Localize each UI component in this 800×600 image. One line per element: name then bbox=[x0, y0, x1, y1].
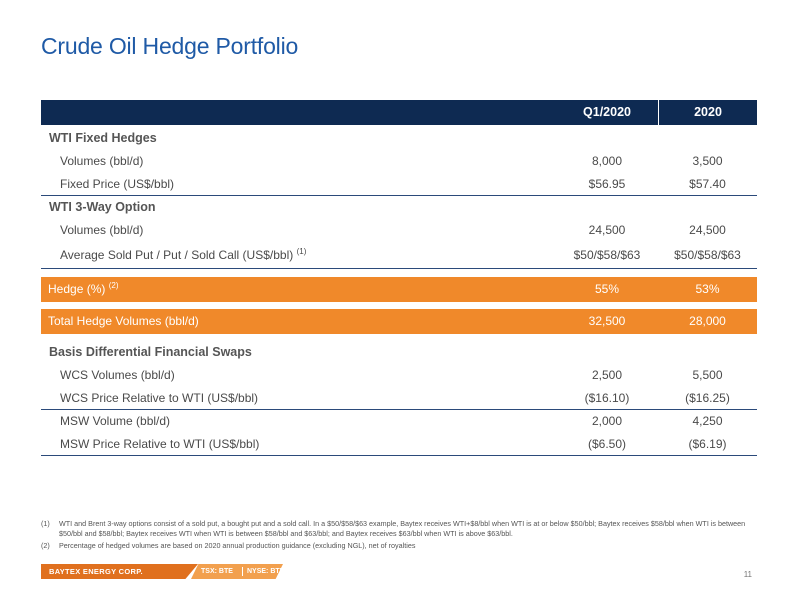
table-row: MSW Volume (bbl/d) 2,000 4,250 bbox=[60, 414, 723, 428]
hedge-table: Q1/2020 2020 WTI Fixed Hedges Volumes (b… bbox=[41, 100, 757, 456]
hedge-percent-row: Hedge (%) (2) 55% 53% bbox=[41, 277, 757, 302]
section-heading-wti-fixed: WTI Fixed Hedges bbox=[49, 131, 157, 145]
table-header: Q1/2020 2020 bbox=[41, 100, 757, 125]
column-header-q1-2020: Q1/2020 bbox=[583, 105, 631, 119]
table-row: Average Sold Put / Put / Sold Call (US$/… bbox=[41, 242, 757, 269]
company-logo-text: BAYTEX ENERGY CORP. bbox=[49, 567, 143, 576]
table-row: WCS Price Relative to WTI (US$/bbl) ($16… bbox=[41, 387, 757, 410]
table-row: Fixed Price (US$/bbl) $56.95 $57.40 bbox=[41, 173, 757, 196]
page-title: Crude Oil Hedge Portfolio bbox=[41, 33, 299, 59]
ticker-divider bbox=[242, 567, 243, 576]
section-heading-wti-3way: WTI 3-Way Option bbox=[49, 200, 156, 214]
ticker-stripe bbox=[191, 564, 283, 579]
page-number: 11 bbox=[743, 570, 752, 579]
nyse-ticker: NYSE: BTE bbox=[247, 568, 285, 575]
table-row: Volumes (bbl/d) 24,500 24,500 bbox=[60, 223, 726, 237]
tsx-ticker: TSX: BTE bbox=[201, 568, 233, 575]
total-hedge-volumes-row: Total Hedge Volumes (bbl/d) 32,500 28,00… bbox=[41, 309, 757, 334]
section-heading-basis: Basis Differential Financial Swaps bbox=[49, 345, 252, 359]
table-row: WCS Volumes (bbl/d) 2,500 5,500 bbox=[60, 368, 723, 382]
footnote: (1) WTI and Brent 3-way options consist … bbox=[41, 519, 746, 538]
footnotes: (1) WTI and Brent 3-way options consist … bbox=[41, 519, 761, 551]
column-header-2020: 2020 bbox=[658, 100, 757, 125]
table-row: Volumes (bbl/d) 8,000 3,500 bbox=[60, 154, 723, 168]
brand-stripe bbox=[41, 564, 198, 579]
footnote: (2) Percentage of hedged volumes are bas… bbox=[41, 541, 416, 550]
table-row: MSW Price Relative to WTI (US$/bbl) ($6.… bbox=[41, 433, 757, 456]
